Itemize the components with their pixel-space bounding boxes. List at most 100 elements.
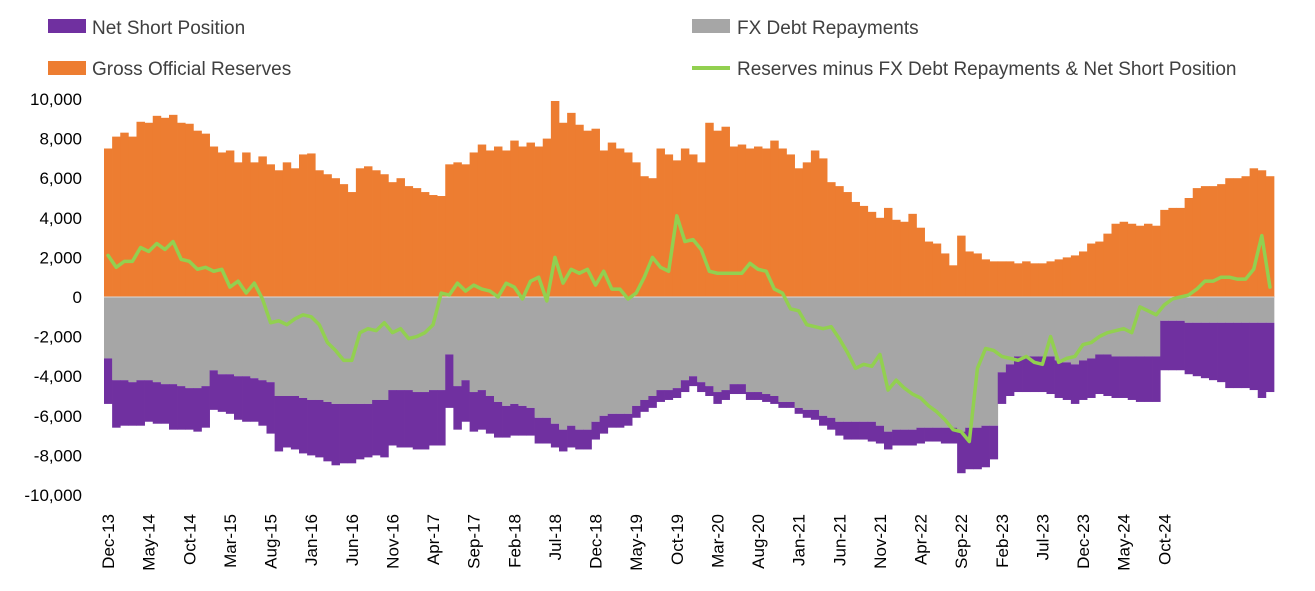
bar-reserves [599,150,609,297]
bar-net-short [364,403,373,458]
bar-net-short [664,390,674,400]
bar-fx-debt [518,297,527,406]
bar-fx-debt [1152,297,1161,357]
bar-net-short [1119,356,1129,398]
bar-fx-debt [843,297,852,422]
bar-net-short [1217,322,1226,383]
bar-reserves [1184,198,1194,297]
bar-fx-debt [1103,297,1112,355]
bar-fx-debt [973,297,982,428]
bar-net-short [973,427,982,470]
bar-reserves [550,100,560,297]
bar-net-short [1168,320,1177,371]
bar-reserves [664,154,674,297]
bar-fx-debt [502,297,511,406]
bar-fx-debt [315,297,324,400]
x-tick-label: Aug-20 [749,514,768,569]
bar-net-short [1046,356,1055,395]
bar-net-short [875,425,885,444]
bar-net-short [550,423,560,448]
bar-fx-debt [1209,297,1218,323]
bar-net-short [412,392,422,450]
bar-reserves [802,162,812,297]
bar-net-short [217,374,227,412]
bar-net-short [778,401,787,408]
x-tick-label: May-19 [627,514,646,571]
bar-fx-debt [624,297,633,414]
bar-net-short [908,429,917,446]
bar-reserves [957,235,966,297]
bar-fx-debt [1022,297,1031,357]
bar-net-short [1257,322,1267,398]
bar-net-short [632,405,641,418]
bar-reserves [1005,261,1015,297]
bar-fx-debt [697,297,706,383]
bar-reserves [689,154,698,297]
bar-reserves [575,124,584,298]
bar-reserves [1265,176,1275,297]
bar-fx-debt [713,297,722,393]
bar-reserves [534,146,544,297]
y-tick-label: 6,000 [39,169,82,188]
bar-net-short [290,396,300,450]
bar-net-short [916,427,925,444]
bar-net-short [266,382,275,434]
bar-net-short [1070,364,1080,404]
bar-net-short [900,429,909,446]
bar-fx-debt [997,297,1007,373]
bar-reserves [323,174,332,297]
bar-fx-debt [778,297,787,402]
bar-fx-debt [924,297,934,428]
bar-net-short [1160,320,1169,371]
bar-net-short [234,376,243,420]
bar-reserves [120,132,129,297]
bar-reserves [827,182,836,297]
bar-reserves [867,211,877,297]
bar-net-short [1014,356,1023,393]
bar-reserves [1144,223,1153,297]
bar-net-short [388,390,397,446]
bar-reserves [453,162,462,297]
bar-net-short [997,372,1007,404]
bar-fx-debt [412,297,422,393]
x-tick-label: Sep-22 [952,514,971,569]
bar-reserves [559,122,568,297]
bar-fx-debt [721,297,730,391]
bar-reserves [104,148,113,297]
x-tick-label: Oct-14 [180,514,199,565]
bar-fx-debt [339,297,349,404]
bar-net-short [1022,356,1031,393]
bar-reserves [1209,186,1218,297]
bar-fx-debt [1111,297,1120,357]
x-tick-label: May-14 [140,514,159,571]
bar-reserves [729,146,739,297]
bar-net-short [461,380,470,422]
bar-fx-debt [112,297,121,381]
bar-reserves [290,168,300,297]
bar-net-short [160,384,170,424]
legend-label-fx-debt: FX Debt Repayments [737,18,919,39]
bar-reserves [607,142,617,297]
y-tick-label: 2,000 [39,248,82,267]
x-tick-label: Dec-23 [1074,514,1093,569]
bar-fx-debt [916,297,925,428]
legend-swatch-reserves [48,61,86,75]
bar-net-short [437,390,446,446]
bar-net-short [542,417,552,444]
bar-net-short [1005,364,1015,396]
bar-fx-debt [1184,297,1194,323]
bar-net-short [762,394,771,402]
bar-reserves [1095,241,1104,297]
bar-fx-debt [1217,297,1226,323]
x-axis: Dec-13 May-14 Oct-14 Mar-15 Aug-15 Jan-16 Jun-… [99,514,1174,571]
bar-fx-debt [680,297,690,381]
bar-net-short [843,421,852,440]
bar-fx-debt [169,297,178,385]
bar-net-short [924,427,934,442]
bar-fx-debt [1135,297,1145,357]
legend-swatch-net-short [48,19,86,33]
bar-fx-debt [144,297,154,381]
bar-reserves [494,146,503,297]
x-tick-label: Feb-18 [505,514,524,568]
bar-reserves [705,122,714,297]
